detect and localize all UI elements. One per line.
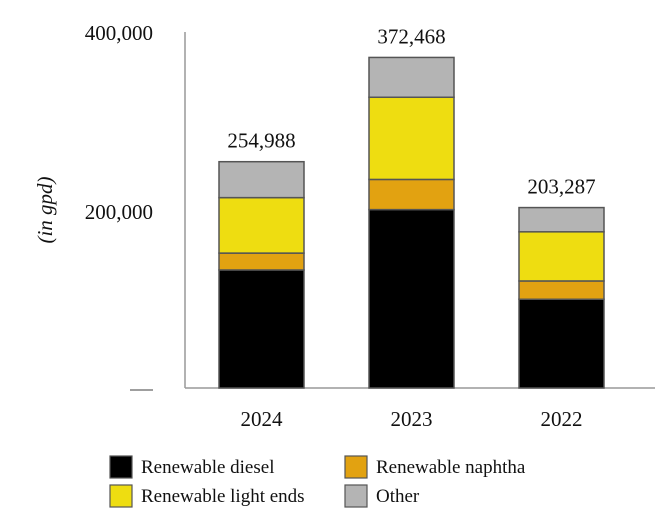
- bars: [218, 56, 605, 389]
- total-label: 203,287: [527, 175, 595, 199]
- bar-segment-other: [368, 56, 455, 99]
- legend-swatch: [109, 484, 133, 508]
- legend: Renewable diesel Renewable naphtha Renewab…: [109, 455, 526, 508]
- legend-label: Renewable naphtha: [376, 457, 526, 478]
- bar-segment-renewable-naphtha: [368, 178, 455, 211]
- y-tick-label: 200,000: [85, 200, 153, 224]
- labels: 254,988 2024 372,468 2023 203,287 2022: [227, 24, 595, 431]
- total-label: 254,988: [227, 129, 295, 153]
- legend-label: Other: [376, 486, 420, 507]
- y-axis-label: (in gpd): [33, 176, 57, 243]
- legend-swatch: [109, 455, 133, 479]
- bar-segment-renewable-light-ends: [518, 231, 605, 282]
- bar-segment-renewable-diesel: [518, 298, 605, 389]
- x-tick-label: 2023: [391, 407, 433, 431]
- bar-segment-renewable-light-ends: [218, 196, 305, 254]
- bar-segment-renewable-light-ends: [368, 96, 455, 181]
- x-tick-label: 2024: [241, 407, 284, 431]
- legend-swatch: [344, 484, 368, 508]
- legend-label: Renewable diesel: [141, 457, 274, 478]
- bar-segment-other: [218, 160, 305, 199]
- bar-segment-renewable-naphtha: [218, 252, 305, 271]
- bar-segment-renewable-diesel: [368, 208, 455, 389]
- bar-segment-renewable-diesel: [218, 269, 305, 389]
- x-tick-label: 2022: [541, 407, 583, 431]
- y-tick-label: 400,000: [85, 21, 153, 45]
- legend-swatch: [344, 455, 368, 479]
- legend-label: Renewable light ends: [141, 486, 305, 507]
- bar-segment-other: [518, 206, 605, 233]
- total-label: 372,468: [377, 24, 445, 48]
- bar-segment-renewable-naphtha: [518, 280, 605, 300]
